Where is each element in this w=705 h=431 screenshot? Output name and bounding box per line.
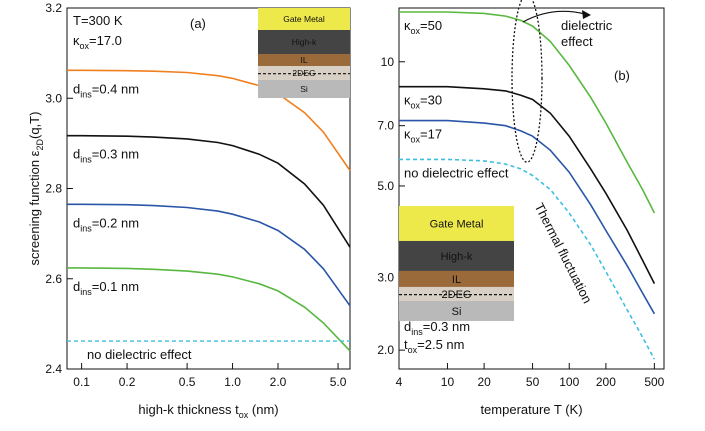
param-tox: tox=2.5 nm (404, 337, 464, 355)
dielectric-arrow (522, 10, 586, 23)
x-tick-label-b: 500 (644, 375, 664, 389)
inset-layer-label-2: IL (452, 274, 461, 286)
x-tick-label-b: 200 (596, 375, 616, 389)
series-a: dins=0.4 nm dins=0.3 nm dins=0.2 nm dins=0.… (67, 69, 351, 362)
inset-layer-label-0: Gate Metal (283, 14, 325, 24)
x-tick-label-b: 100 (559, 375, 579, 389)
series-label-b-0: κox=50 (404, 18, 442, 36)
x-tick-label-a: 0.2 (119, 375, 136, 389)
ticks-a: 0.1 0.2 0.5 1.0 2.0 5.0 2.4 2.6 2.8 3.0 3.2 (45, 1, 346, 389)
series-label-a-2: dins=0.2 nm (73, 215, 139, 233)
inset-layer-4 (258, 80, 350, 98)
inset-layer-2 (258, 54, 350, 66)
annotation-thermal-fluctuation: Thermal fluctuation (532, 200, 596, 305)
inset-layer-1 (399, 240, 514, 271)
panel-a: 0.1 0.2 0.5 1.0 2.0 5.0 2.4 2.6 2.8 3.0 3.2 dins=0… (27, 1, 351, 420)
series-line-a-2 (67, 203, 351, 307)
panel-label-a: (a) (190, 16, 206, 31)
series-label-a-1: dins=0.3 nm (73, 147, 139, 165)
param-temperature: T=300 K (73, 13, 123, 28)
y-tick-label-a: 3.2 (45, 1, 62, 15)
x-axis-label-b: temperature T (K) (480, 402, 582, 417)
series-line-a-0 (67, 69, 351, 171)
annotation-effect: effect (561, 34, 593, 49)
series-line-b-2 (399, 119, 656, 315)
y-tick-label-b: 5.0 (377, 179, 394, 193)
param-dins: dins=0.3 nm (404, 319, 470, 337)
y-tick-label-b: 3.0 (377, 270, 394, 284)
dielectric-ellipse (511, 0, 543, 163)
panel-label-b: (b) (614, 68, 630, 83)
x-tick-label-b: 20 (477, 375, 491, 389)
y-tick-label-b: 7.0 (377, 119, 394, 133)
series-label-b-1: κox=30 (404, 93, 442, 111)
series-line-b-0 (399, 11, 656, 214)
inset-layer-2 (399, 270, 514, 287)
y-tick-label-a: 2.4 (45, 362, 62, 376)
y-tick-label-a: 2.6 (45, 272, 62, 286)
inset-layer-4 (399, 300, 514, 321)
inset-layer-1 (258, 30, 350, 54)
y-tick-label-a: 2.8 (45, 182, 62, 196)
x-tick-label-b: 10 (441, 375, 455, 389)
series-label-b-3: no dielectric effect (404, 165, 509, 180)
x-tick-label-b: 4 (396, 375, 403, 389)
series-line-a-1 (67, 134, 351, 248)
x-tick-label-a: 5.0 (330, 375, 347, 389)
x-tick-label-a: 2.0 (270, 375, 287, 389)
inset-layer-0 (399, 205, 514, 241)
inset-layer-label-4: Si (300, 84, 308, 94)
x-axis-label-a: high-k thickness tox (nm) (138, 402, 278, 420)
x-tick-label-b: 50 (526, 375, 540, 389)
dielectric-arrowhead (582, 10, 592, 19)
annotation-dielectric: dielectric (561, 18, 613, 33)
plot-frame-b (398, 7, 665, 370)
y-tick-label-a: 3.0 (45, 91, 62, 105)
x-tick-label-a: 0.5 (179, 375, 196, 389)
series-b: κox=50 κox=30 κox=17 no dielectric effect (399, 11, 656, 360)
inset-layer-0 (258, 8, 350, 30)
y-axis-label-a: screening function ε2D(q,T) (27, 112, 45, 266)
x-tick-label-a: 1.0 (224, 375, 241, 389)
series-line-a-3 (67, 267, 351, 352)
param-kappa: κox=17.0 (73, 33, 122, 51)
series-label-b-2: κox=17 (404, 127, 442, 145)
series-line-b-3 (399, 158, 656, 360)
inset-layer-3 (399, 286, 514, 301)
series-label-a-3: dins=0.1 nm (73, 279, 139, 297)
inset-layer-label-1: High-k (292, 37, 317, 47)
reference-label-a: no dielectric effect (87, 347, 192, 362)
y-tick-label-b: 10 (381, 55, 395, 69)
stack-inset-a: Gate Metal High-k IL 2DEG Si (258, 8, 350, 98)
y-tick-label-b: 2.0 (377, 343, 394, 357)
x-tick-label-a: 0.1 (73, 375, 90, 389)
ticks-b: 4 10 20 50 100 200 500 2.0 3.0 5.0 7.0 10 (377, 55, 664, 389)
inset-layer-label-1: High-k (441, 251, 473, 263)
inset-layer-3 (258, 66, 350, 80)
inset-layer-label-0: Gate Metal (430, 218, 484, 230)
series-label-a-0: dins=0.4 nm (73, 81, 139, 99)
inset-layer-label-3: 2DEG (292, 68, 315, 78)
inset-layer-label-4: Si (452, 306, 462, 318)
inset-layer-label-2: IL (300, 55, 307, 65)
series-line-b-1 (399, 85, 656, 284)
